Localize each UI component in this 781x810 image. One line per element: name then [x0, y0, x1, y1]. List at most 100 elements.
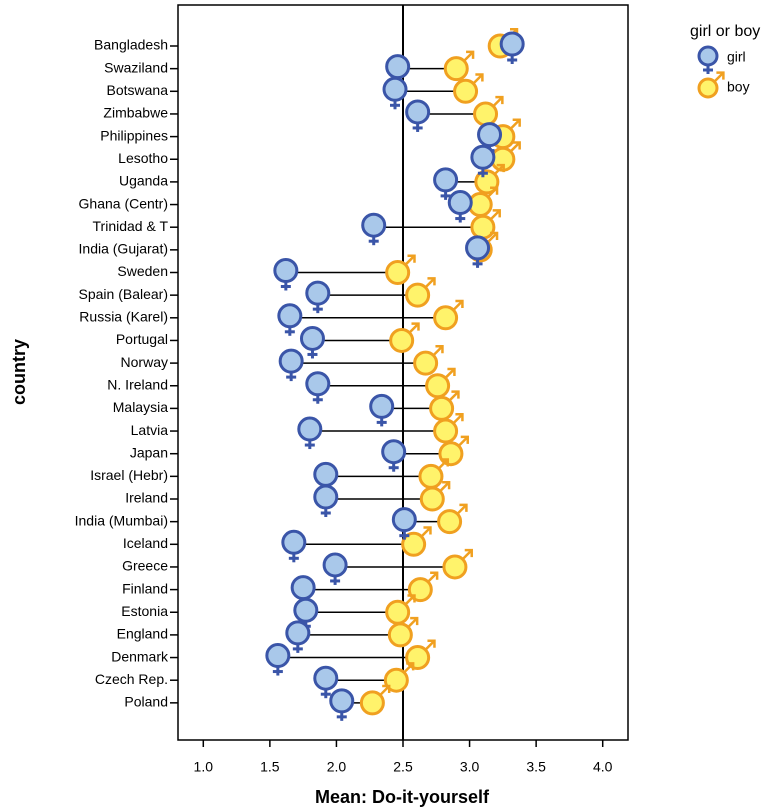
boy-arrowhead: [407, 594, 416, 603]
girl-marker: [433, 167, 459, 200]
girl-marker: [499, 31, 525, 64]
boy-arrowhead: [411, 322, 420, 331]
girl-marker: [405, 99, 431, 132]
girl-circle: [329, 688, 355, 714]
boy-circle: [429, 395, 455, 421]
y-tick-label: Ireland: [125, 490, 168, 506]
boy-arrow: [404, 595, 415, 606]
y-tick-label: Sweden: [117, 263, 168, 279]
boy-arrowhead: [464, 548, 473, 558]
y-tick-label: Portugal: [116, 331, 168, 347]
legend-label: girl: [727, 49, 746, 65]
girl-marker: [391, 507, 417, 540]
boy-circle: [383, 667, 409, 693]
boy-marker: [405, 277, 436, 308]
girl-circle: [313, 665, 339, 691]
y-tick-label: Lesotho: [118, 150, 168, 166]
y-tick-label: Latvia: [131, 422, 169, 438]
boy-arrowhead: [410, 616, 419, 626]
boy-circle: [385, 260, 411, 285]
boy-marker: [419, 480, 451, 512]
boy-marker: [385, 254, 416, 285]
girl-circle: [313, 461, 339, 487]
girl-circle: [313, 484, 339, 510]
boy-arrowhead: [407, 254, 416, 263]
x-tick-label: 3.0: [460, 759, 480, 775]
y-tick-label: Russia (Karel): [79, 309, 168, 325]
y-tick-label: Japan: [130, 444, 168, 460]
y-tick-label: Finland: [122, 580, 168, 596]
boy-arrow: [463, 51, 473, 62]
girl-marker: [470, 144, 496, 178]
girl-circle: [305, 280, 331, 306]
x-tick-label: 4.0: [593, 759, 613, 775]
boy-arrowhead: [427, 277, 436, 286]
boy-marker: [437, 503, 468, 535]
boy-arrowhead: [475, 73, 484, 82]
boy-arrowhead: [435, 345, 444, 354]
y-tick-label: Poland: [124, 694, 168, 710]
boy-arrowhead: [427, 639, 436, 648]
y-tick-label: India (Mumbai): [75, 512, 168, 528]
girl-circle: [369, 393, 395, 419]
y-tick-label: Ghana (Centr): [79, 195, 168, 211]
boy-arrowhead: [496, 163, 505, 173]
boy-arrow: [509, 142, 520, 153]
boy-circle: [418, 463, 444, 489]
boy-arrow: [403, 663, 414, 674]
boy-circle: [453, 78, 479, 104]
girl-marker: [369, 393, 395, 427]
boy-circle: [413, 350, 439, 376]
boy-marker: [359, 684, 391, 716]
boy-arrow: [452, 414, 463, 425]
boy-marker: [433, 299, 464, 331]
girl-marker: [297, 416, 323, 450]
boy-arrowhead: [466, 50, 475, 59]
boy-arrow: [439, 482, 449, 493]
girl-circle: [385, 54, 411, 80]
boy-arrow: [420, 527, 431, 538]
y-tick-label: England: [117, 626, 168, 642]
girl-circle: [361, 212, 387, 238]
x-tick-label: 1.5: [260, 759, 280, 775]
girl-marker: [382, 76, 408, 110]
girl-circle: [381, 439, 407, 465]
girl-circle: [391, 507, 417, 533]
boy-arrow: [509, 119, 520, 130]
girl-marker: [273, 258, 299, 291]
y-tick-label: N. Ireland: [107, 376, 168, 392]
boy-circle: [389, 327, 415, 353]
boy-arrow: [461, 550, 472, 561]
girl-marker: [447, 190, 473, 223]
girl-marker: [305, 371, 331, 404]
boy-marker: [405, 639, 436, 671]
boy-arrow: [456, 504, 467, 515]
boy-arrow: [472, 74, 483, 85]
boy-arrowhead: [512, 118, 521, 127]
x-tick-label: 2.5: [393, 759, 413, 775]
girl-circle: [293, 597, 319, 623]
girl-marker: [285, 620, 311, 653]
boy-marker: [387, 616, 419, 648]
boy-arrow: [452, 301, 463, 311]
girl-circle: [447, 190, 473, 216]
boy-arrow: [407, 618, 418, 628]
boy-circle: [433, 418, 459, 444]
boy-circle: [387, 622, 413, 648]
boy-arrowhead: [716, 71, 725, 80]
boy-marker: [413, 345, 444, 376]
girl-marker: [277, 303, 303, 336]
boy-circle: [385, 599, 411, 625]
boy-arrowhead: [447, 367, 456, 376]
girl-circle: [297, 416, 323, 442]
girl-circle: [285, 620, 311, 646]
girl-marker: [305, 280, 331, 314]
x-tick-label: 2.0: [327, 759, 347, 775]
boy-arrow: [713, 72, 724, 83]
boy-arrow: [379, 686, 390, 696]
girl-circle: [299, 325, 325, 351]
girl-circle: [477, 122, 503, 148]
girl-circle: [273, 258, 299, 283]
boy-circle: [438, 441, 464, 467]
